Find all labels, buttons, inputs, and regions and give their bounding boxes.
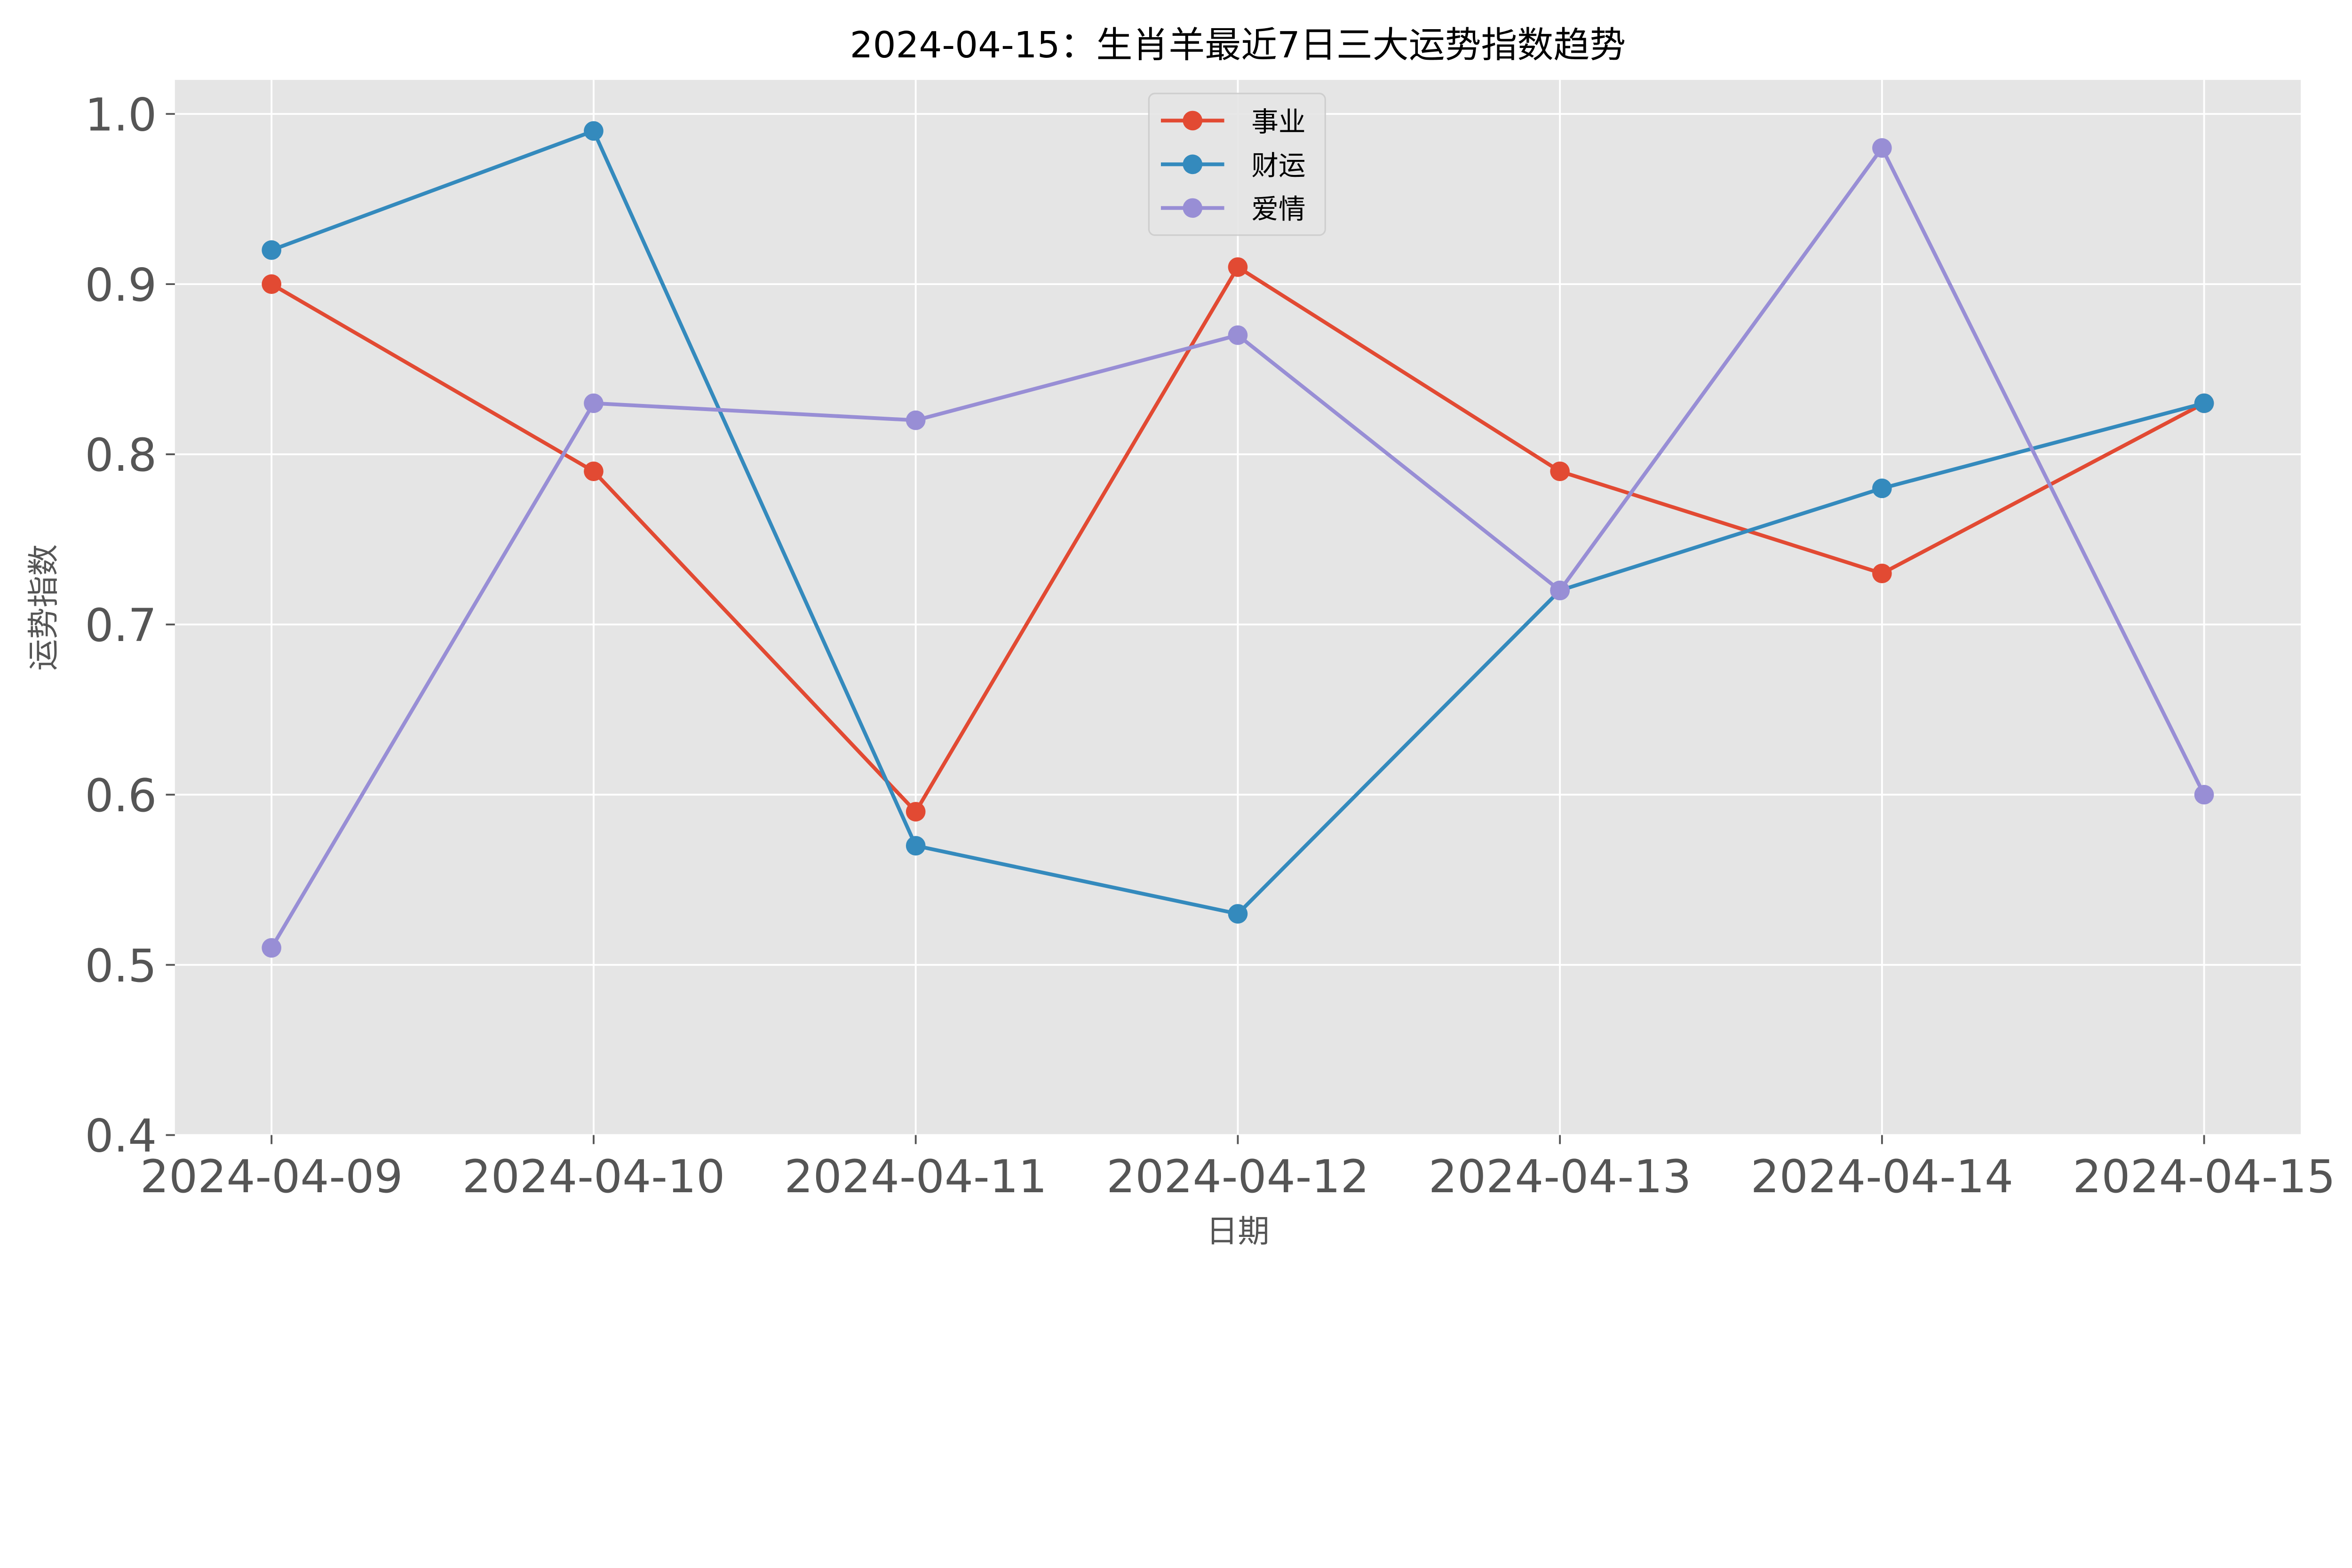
- data-point: [1550, 580, 1570, 601]
- y-tick-label: 0.9: [85, 259, 157, 311]
- data-point: [584, 393, 604, 413]
- y-axis-label: 运势指数: [25, 544, 62, 671]
- legend-label: 爱情: [1251, 193, 1305, 225]
- y-tick-label: 0.7: [85, 599, 157, 652]
- legend-marker: [1183, 111, 1203, 131]
- data-point: [1550, 461, 1570, 482]
- series-爱情: [262, 138, 2214, 958]
- x-axis-label: 日期: [1206, 1213, 1270, 1250]
- data-point: [1872, 138, 1892, 158]
- x-tick-label: 2024-04-13: [1429, 1150, 1692, 1203]
- legend-label: 财运: [1251, 150, 1305, 182]
- series-lines: [262, 121, 2214, 958]
- x-tick-label: 2024-04-11: [784, 1150, 1047, 1203]
- data-point: [906, 802, 926, 822]
- x-tick-label: 2024-04-15: [2073, 1150, 2336, 1203]
- data-point: [262, 240, 282, 260]
- legend-marker: [1183, 198, 1203, 218]
- legend-label: 事业: [1251, 106, 1305, 138]
- data-point: [262, 274, 282, 294]
- data-point: [1228, 904, 1248, 924]
- x-tick-label: 2024-04-10: [462, 1150, 725, 1203]
- line-chart: 2024-04-09 2024-04-10 2024-04-11 2024-04-12…: [25, 24, 2336, 1250]
- data-point: [1228, 325, 1248, 345]
- data-point: [262, 938, 282, 958]
- data-point: [1228, 257, 1248, 277]
- y-tick-label: 0.6: [85, 769, 157, 822]
- data-point: [584, 461, 604, 482]
- y-tick-label: 0.4: [85, 1110, 157, 1163]
- y-tick-label: 1.0: [85, 89, 157, 142]
- axes: 2024-04-09 2024-04-10 2024-04-11 2024-04-12…: [85, 89, 2336, 1204]
- x-tick-label: 2024-04-09: [140, 1150, 403, 1203]
- x-tick-label: 2024-04-12: [1106, 1150, 1369, 1203]
- y-tick-label: 0.8: [85, 429, 157, 482]
- data-point: [906, 836, 926, 856]
- x-tick-label: 2024-04-14: [1751, 1150, 2014, 1203]
- data-point: [2194, 393, 2214, 413]
- data-point: [584, 121, 604, 141]
- data-point: [2194, 784, 2214, 805]
- legend-marker: [1183, 154, 1203, 174]
- chart-title: 2024-04-15：生肖羊最近7日三大运势指数趋势: [850, 24, 1626, 66]
- data-point: [1872, 563, 1892, 584]
- data-point: [906, 410, 926, 430]
- data-point: [1872, 478, 1892, 499]
- y-tick-label: 0.5: [85, 940, 157, 992]
